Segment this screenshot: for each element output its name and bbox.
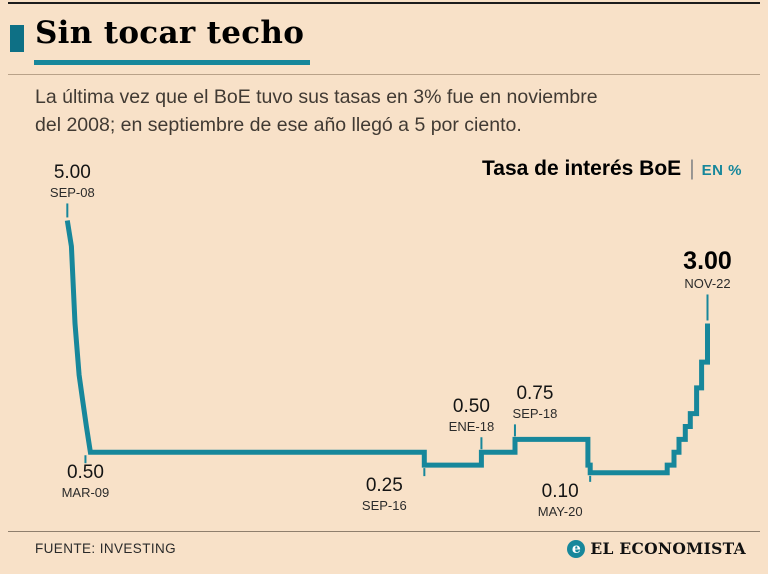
value-label: 0.50 bbox=[452, 396, 490, 418]
subtitle-line-1: La última vez que el BoE tuvo sus tasas … bbox=[35, 86, 598, 108]
value-label: 0.75 bbox=[516, 383, 554, 405]
footer-divider bbox=[8, 531, 760, 532]
annotation-MAR-09: 0.50 MAR-09 bbox=[62, 462, 110, 500]
value-label: 0.50 bbox=[66, 462, 104, 484]
date-label: MAY-20 bbox=[537, 503, 583, 519]
annotation-MAY-20: 0.10 MAY-20 bbox=[538, 481, 583, 519]
chart-title-text: Tasa de interés BoE bbox=[482, 157, 682, 180]
value-label: 0.10 bbox=[541, 480, 579, 502]
chart-unit-label: EN % bbox=[701, 162, 742, 179]
annotation-SEP-08: 5.00 SEP-08 bbox=[50, 162, 95, 200]
annotation-SEP-16: 0.25 SEP-16 bbox=[362, 475, 407, 513]
rate-line bbox=[64, 220, 710, 476]
chart-title-separator: | bbox=[689, 157, 695, 180]
subtitle: La última vez que el BoE tuvo sus tasas … bbox=[35, 83, 598, 139]
value-label: 0.25 bbox=[365, 475, 403, 497]
date-label: SEP-18 bbox=[512, 406, 558, 422]
brand-logo: e EL ECONOMISTA bbox=[567, 539, 746, 558]
annotation-NOV-22: 3.00 NOV-22 bbox=[683, 248, 732, 291]
date-label: MAR-09 bbox=[61, 485, 110, 501]
annotation-SEP-18: 0.75 SEP-18 bbox=[513, 383, 558, 421]
page-title: Sin tocar techo bbox=[34, 15, 311, 66]
date-label: NOV-22 bbox=[684, 276, 731, 292]
line-chart: 5.00 SEP-08 0.50 MAR-09 0.25 SEP-16 0.50 ENE-18… bbox=[0, 150, 768, 532]
header-divider bbox=[8, 74, 760, 75]
brand-name: EL ECONOMISTA bbox=[590, 539, 746, 558]
chart-canvas bbox=[64, 203, 710, 482]
value-label: 3.00 bbox=[683, 247, 732, 276]
el-economista-icon: e bbox=[567, 539, 586, 558]
chart-title: Tasa de interés BoE | EN % bbox=[482, 157, 742, 181]
title-bullet bbox=[10, 25, 24, 52]
annotation-ENE-18: 0.50 ENE-18 bbox=[449, 396, 495, 434]
value-label: 5.00 bbox=[53, 162, 91, 184]
date-label: SEP-08 bbox=[49, 185, 95, 201]
subtitle-line-2: del 2008; en septiembre de ese año llegó… bbox=[35, 114, 522, 136]
date-label: ENE-18 bbox=[448, 419, 495, 435]
top-divider bbox=[8, 2, 760, 4]
source-credit: FUENTE: INVESTING bbox=[35, 541, 177, 556]
date-label: SEP-16 bbox=[361, 498, 407, 514]
